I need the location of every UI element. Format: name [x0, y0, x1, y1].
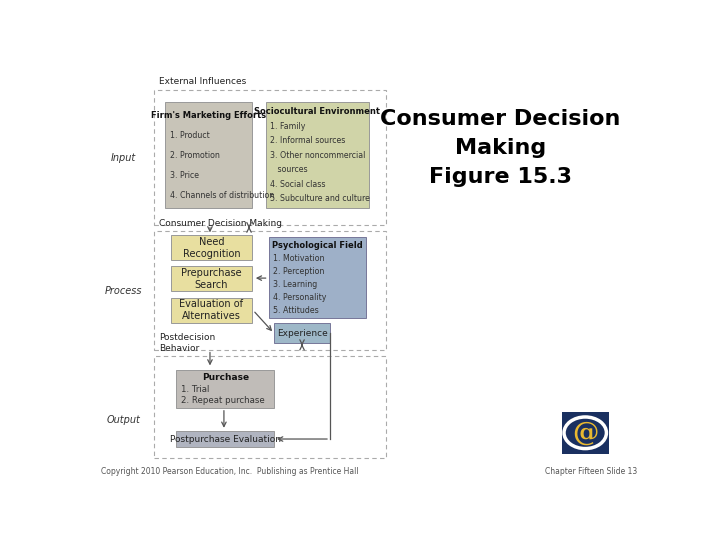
Bar [176, 431, 274, 447]
Bar [266, 102, 369, 208]
Text: 4. Channels of distribution: 4. Channels of distribution [170, 191, 274, 200]
Text: Process: Process [104, 286, 143, 296]
Bar [154, 356, 386, 458]
Text: 1. Family: 1. Family [270, 122, 305, 131]
Text: 1. Motivation: 1. Motivation [273, 254, 325, 263]
Bar [154, 90, 386, 225]
Bar [154, 231, 386, 349]
Text: 4. Social class: 4. Social class [270, 180, 325, 189]
Text: 4. Personality: 4. Personality [273, 293, 326, 302]
Text: Sociocultural Environment: Sociocultural Environment [254, 107, 380, 116]
Bar [166, 102, 252, 208]
Text: 3. Other noncommercial: 3. Other noncommercial [270, 151, 366, 160]
Text: 3. Learning: 3. Learning [273, 280, 318, 289]
Text: Copyright 2010 Pearson Education, Inc.  Publishing as Prentice Hall: Copyright 2010 Pearson Education, Inc. P… [101, 467, 359, 476]
Text: 2. Promotion: 2. Promotion [170, 151, 220, 160]
Text: Chapter Fifteen Slide 13: Chapter Fifteen Slide 13 [544, 467, 637, 476]
Text: Evaluation of
Alternatives: Evaluation of Alternatives [179, 299, 243, 321]
Bar [562, 412, 609, 454]
Bar [171, 266, 252, 292]
Text: Experience: Experience [276, 329, 328, 338]
Bar [171, 235, 252, 260]
Text: 2. Repeat purchase: 2. Repeat purchase [181, 396, 265, 405]
Text: 5. Attitudes: 5. Attitudes [273, 306, 319, 315]
Bar [274, 323, 330, 343]
Bar [269, 238, 366, 319]
Text: Output: Output [107, 415, 140, 426]
Text: Consumer Decision Making: Consumer Decision Making [158, 219, 282, 228]
Text: 2. Informal sources: 2. Informal sources [270, 136, 346, 145]
Text: Input: Input [111, 153, 136, 164]
Text: @: @ [572, 420, 598, 445]
Text: 5. Subculture and culture: 5. Subculture and culture [270, 194, 370, 204]
Text: Making: Making [454, 138, 546, 158]
Text: sources: sources [270, 165, 308, 174]
Bar [176, 370, 274, 408]
Text: 3. Price: 3. Price [170, 171, 199, 180]
Text: Postdecision
Behavior: Postdecision Behavior [158, 333, 215, 353]
Text: 1. Trial: 1. Trial [181, 384, 210, 394]
Bar [171, 298, 252, 322]
Text: Firm's Marketing Efforts: Firm's Marketing Efforts [151, 111, 266, 120]
Text: External Influences: External Influences [158, 77, 246, 86]
Text: Need
Recognition: Need Recognition [183, 237, 240, 259]
Text: 2. Perception: 2. Perception [273, 267, 325, 276]
Text: Prepurchase
Search: Prepurchase Search [181, 268, 242, 290]
Text: Consumer Decision: Consumer Decision [380, 109, 621, 129]
Text: Figure 15.3: Figure 15.3 [428, 167, 572, 187]
Text: Postpurchase Evaluation: Postpurchase Evaluation [170, 435, 281, 443]
Text: Psychological Field: Psychological Field [272, 241, 363, 250]
Text: 1. Product: 1. Product [170, 131, 210, 140]
Text: Purchase: Purchase [202, 373, 249, 382]
